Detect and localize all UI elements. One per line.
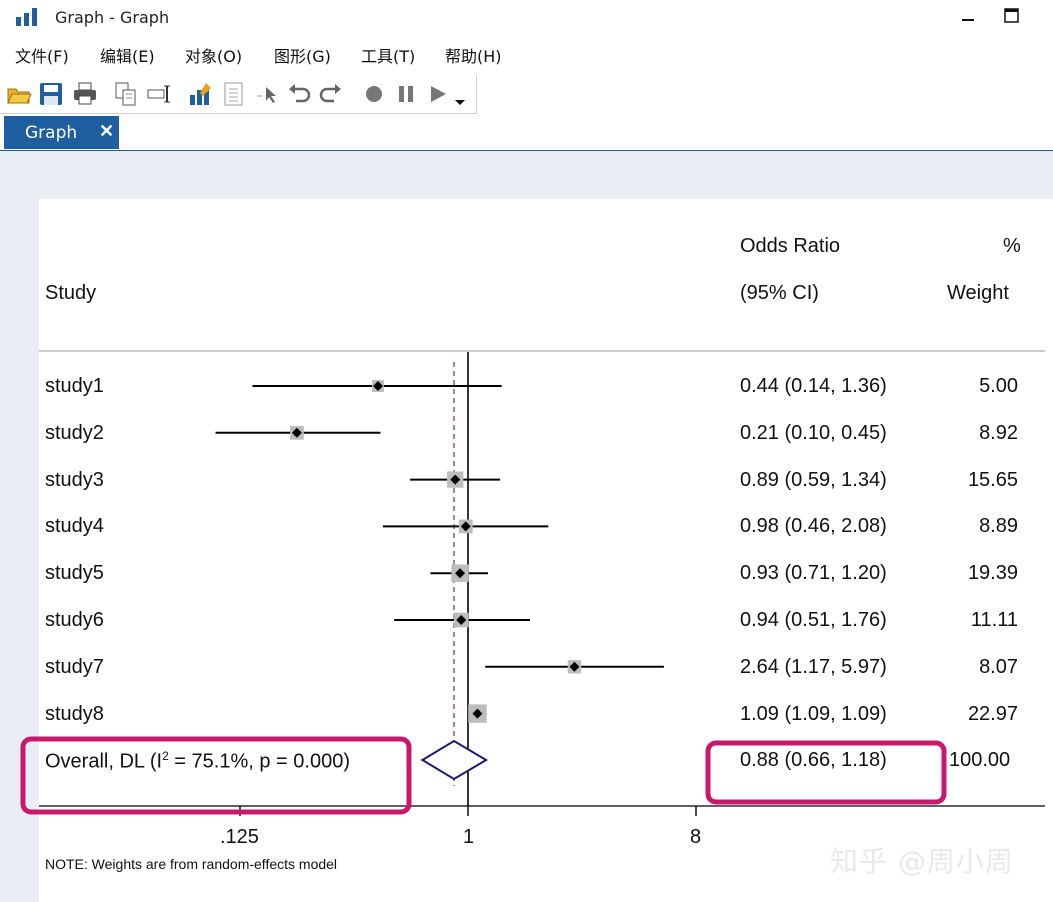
study-ci: 2.64 (1.17, 5.97)	[740, 655, 887, 678]
graph-editor-icon[interactable]	[188, 81, 214, 107]
pointer-icon[interactable]	[254, 81, 280, 107]
study-ci: 1.09 (1.09, 1.09)	[740, 702, 887, 725]
plot-region	[39, 199, 1053, 902]
point-estimate-marker	[372, 381, 383, 391]
x-tick-label: 8	[690, 826, 702, 848]
title-bar: Graph - Graph	[0, 0, 1053, 34]
overall-weight: 100.00	[949, 749, 1011, 771]
menu-file[interactable]: 文件(F)	[15, 47, 69, 66]
tab-strip	[0, 114, 1053, 152]
play-icon[interactable]	[425, 81, 451, 107]
study-weight: 22.97	[967, 702, 1018, 725]
overall-ci: 0.88 (0.66, 1.18)	[740, 749, 887, 771]
study-weight: 8.89	[979, 515, 1018, 538]
study-weight: 15.65	[967, 468, 1018, 491]
redo-icon[interactable]	[318, 81, 344, 107]
study-ci: 0.89 (0.59, 1.34)	[740, 468, 887, 491]
study-name: study2	[45, 421, 104, 444]
menu-graph[interactable]: 图形(G)	[274, 47, 331, 66]
study-weight: 5.00	[979, 375, 1018, 397]
study-name: study6	[45, 609, 104, 631]
maximize-button[interactable]	[997, 6, 1027, 28]
menu-help[interactable]: 帮助(H)	[445, 47, 502, 66]
copy-icon[interactable]	[113, 81, 139, 107]
x-tick-label: .125	[220, 826, 259, 848]
menu-object[interactable]: 对象(O)	[185, 47, 243, 66]
open-folder-icon[interactable]	[6, 81, 32, 107]
undo-icon[interactable]	[286, 81, 312, 107]
study-ci: 0.94 (0.51, 1.76)	[740, 609, 887, 631]
menu-edit[interactable]: 编辑(E)	[100, 47, 155, 66]
study-name: study8	[45, 702, 104, 725]
study-name: study7	[45, 655, 104, 678]
maximize-icon	[1004, 8, 1019, 23]
toolbar	[0, 75, 477, 114]
header-weight: Weight	[947, 282, 1009, 304]
point-estimate-marker	[460, 521, 471, 532]
header-ci: (95% CI)	[740, 282, 819, 304]
tab-graph[interactable]: Graph ✕	[4, 116, 119, 149]
tab-label: Graph	[25, 123, 78, 143]
weights-note: NOTE: Weights are from random-effects mo…	[45, 856, 338, 872]
menu-tools[interactable]: 工具(T)	[361, 47, 416, 66]
minimize-button[interactable]	[953, 6, 983, 28]
point-estimate-marker	[456, 615, 467, 625]
record-icon[interactable]	[361, 81, 387, 107]
study-ci: 0.21 (0.10, 0.45)	[740, 421, 887, 444]
point-estimate-marker	[569, 661, 580, 672]
highlight-overall-ci	[705, 740, 947, 805]
print-icon[interactable]	[72, 81, 98, 107]
point-estimate-marker	[291, 427, 302, 438]
study-ci: 0.93 (0.71, 1.20)	[740, 562, 887, 585]
highlight-overall-label	[20, 736, 412, 815]
study-ci: 0.98 (0.46, 2.08)	[740, 515, 887, 538]
study-weight: 19.39	[967, 562, 1018, 585]
study-name: study4	[45, 515, 104, 538]
header-study: Study	[45, 282, 97, 304]
stata-graph-icon	[16, 8, 37, 26]
window-title: Graph - Graph	[55, 8, 170, 27]
x-tick-label: 1	[463, 826, 475, 848]
overall-label: Overall, DL (I2 = 75.1%, p = 0.000)	[45, 749, 350, 773]
point-estimate-marker	[472, 708, 483, 719]
dropdown-arrow-icon[interactable]	[452, 81, 468, 107]
study-name: study3	[45, 468, 104, 491]
watermark: 知乎 @周小周	[830, 845, 1014, 878]
study-weight: 8.07	[979, 655, 1018, 678]
study-name: study1	[45, 375, 104, 397]
rename-icon[interactable]	[146, 81, 172, 107]
save-icon[interactable]	[38, 81, 64, 107]
properties-icon[interactable]	[221, 81, 247, 107]
study-ci: 0.44 (0.14, 1.36)	[740, 375, 887, 397]
minimize-icon	[962, 19, 974, 21]
overall-diamond	[420, 739, 489, 781]
study-weight: 8.92	[979, 421, 1018, 444]
header-percent: %	[1003, 235, 1021, 257]
close-icon[interactable]: ✕	[99, 121, 115, 141]
study-weight: 11.11	[970, 609, 1018, 631]
pause-icon[interactable]	[393, 81, 419, 107]
study-name: study5	[45, 562, 104, 585]
header-odds-ratio: Odds Ratio	[740, 235, 841, 257]
point-estimate-marker	[455, 568, 466, 579]
point-estimate-marker	[450, 474, 461, 485]
